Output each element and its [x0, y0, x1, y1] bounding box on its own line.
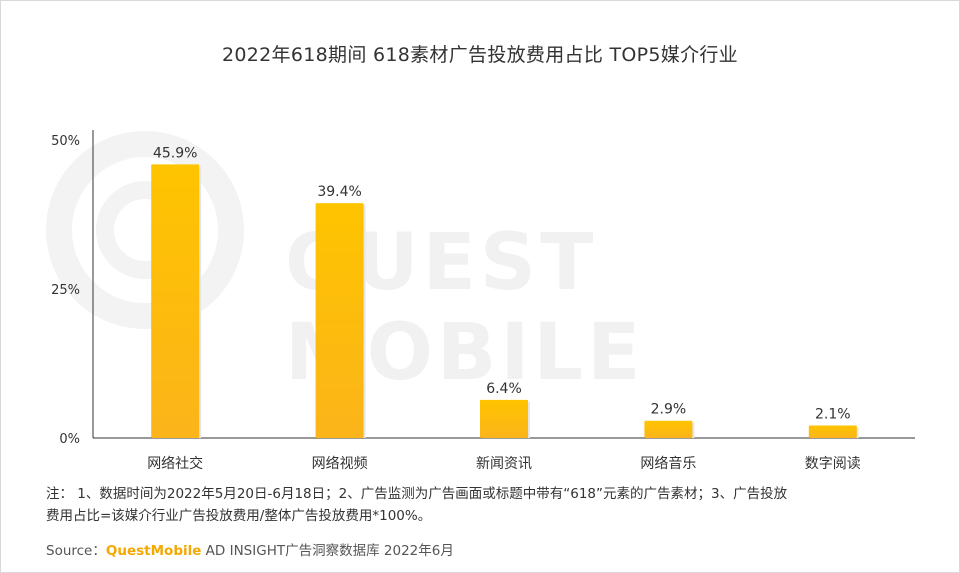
- data-label: 6.4%: [486, 381, 522, 397]
- data-label: 2.1%: [815, 406, 851, 422]
- footnote: 注： 1、数据时间为2022年5月20日-6月18日；2、广告监测为广告画面或标…: [46, 483, 926, 527]
- x-tick-label: 新闻资讯: [476, 456, 532, 472]
- bar: [315, 203, 364, 438]
- y-tick-label: 0%: [59, 432, 80, 447]
- footnote-line-2: 费用占比=该媒介行业广告投放费用/整体广告投放费用*100%。: [46, 508, 432, 524]
- y-tick-label: 50%: [51, 134, 80, 149]
- bar: [151, 164, 200, 438]
- source-prefix: Source：: [46, 543, 106, 559]
- bar: [644, 420, 693, 438]
- x-tick-label: 网络社交: [147, 455, 203, 472]
- x-tick-label: 数字阅读: [805, 455, 861, 472]
- bar: [808, 425, 857, 438]
- source-brand: QuestMobile: [105, 543, 202, 559]
- x-tick-label: 网络视频: [312, 456, 368, 472]
- chart-title: 2022年618期间 618素材广告投放费用占比 TOP5媒介行业: [222, 44, 738, 66]
- source-line: Source：QuestMobile AD INSIGHT广告洞察数据库 202…: [46, 539, 454, 559]
- bar-chart: 0% 25% 50% 45.9% 网络社交 39.4% 网络视频 6.4% 新闻资讯 2.9% 网…: [51, 130, 915, 472]
- x-tick-label: 网络音乐: [640, 455, 696, 472]
- bar: [480, 399, 528, 438]
- data-label: 45.9%: [153, 145, 197, 161]
- data-label: 39.4%: [317, 184, 361, 200]
- data-label: 2.9%: [651, 402, 687, 418]
- footnote-line-1: 注： 1、数据时间为2022年5月20日-6月18日；2、广告监测为广告画面或标…: [46, 486, 788, 502]
- source-rest: AD INSIGHT广告洞察数据库 2022年6月: [201, 543, 454, 559]
- y-tick-label: 25%: [51, 283, 80, 298]
